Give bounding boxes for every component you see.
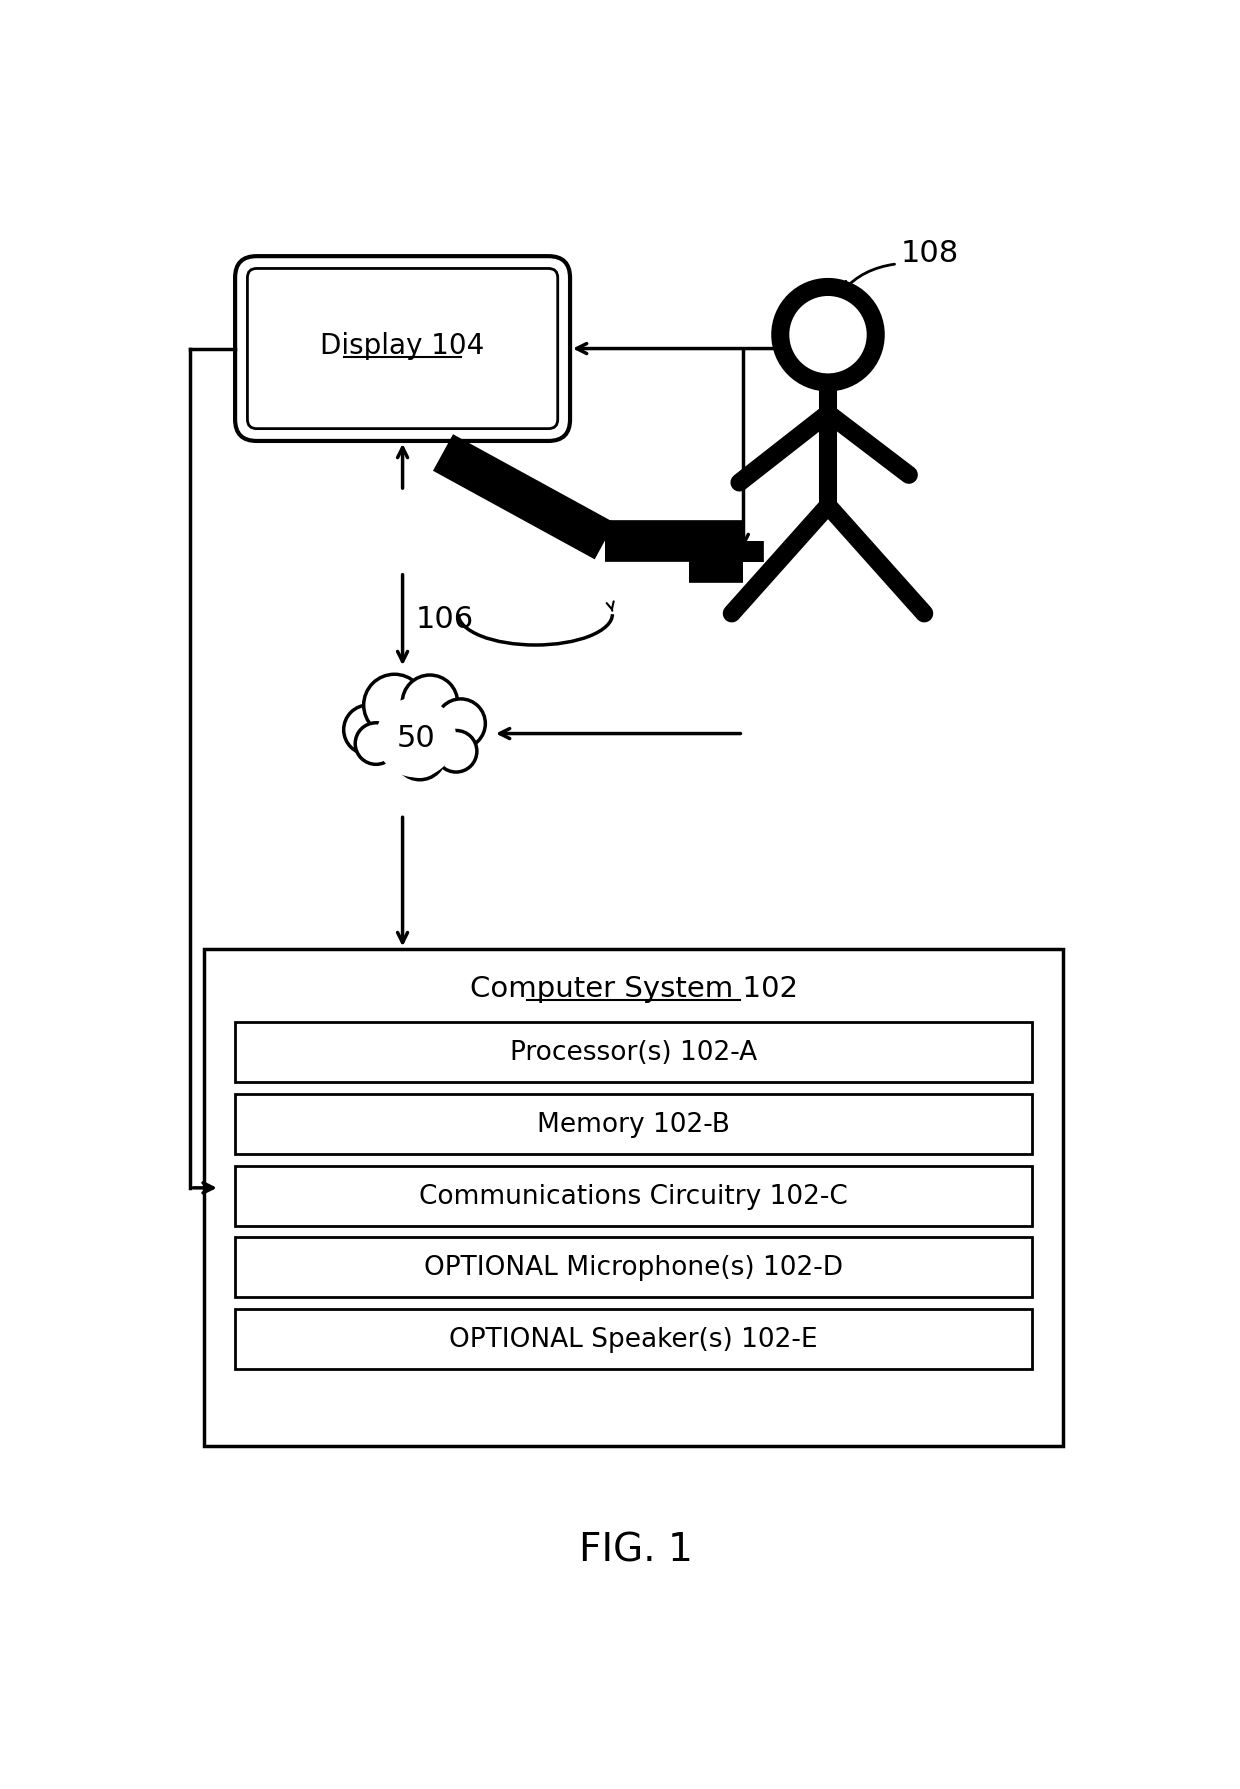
Text: Communications Circuitry 102-C: Communications Circuitry 102-C bbox=[419, 1183, 848, 1209]
Circle shape bbox=[355, 723, 397, 766]
FancyBboxPatch shape bbox=[248, 270, 558, 429]
Bar bbox=[236, 1023, 1032, 1082]
Text: FIG. 1: FIG. 1 bbox=[579, 1531, 692, 1569]
Text: 106: 106 bbox=[417, 605, 474, 633]
Text: 108: 108 bbox=[901, 238, 960, 268]
Circle shape bbox=[402, 676, 458, 732]
Circle shape bbox=[343, 705, 393, 755]
Bar bbox=[236, 1095, 1032, 1154]
Text: OPTIONAL Speaker(s) 102-E: OPTIONAL Speaker(s) 102-E bbox=[449, 1326, 818, 1352]
Circle shape bbox=[394, 730, 445, 780]
Circle shape bbox=[366, 689, 466, 787]
Circle shape bbox=[376, 698, 456, 778]
Circle shape bbox=[436, 699, 485, 750]
Bar bbox=[236, 1166, 1032, 1225]
Circle shape bbox=[780, 288, 875, 383]
Text: Display 104: Display 104 bbox=[320, 331, 485, 360]
Text: Memory 102-B: Memory 102-B bbox=[537, 1111, 730, 1138]
Circle shape bbox=[435, 732, 477, 773]
FancyBboxPatch shape bbox=[236, 258, 570, 442]
Text: Computer System 102: Computer System 102 bbox=[470, 973, 797, 1002]
Bar bbox=[236, 1310, 1032, 1369]
Text: OPTIONAL Microphone(s) 102-D: OPTIONAL Microphone(s) 102-D bbox=[424, 1254, 843, 1281]
Text: Processor(s) 102-A: Processor(s) 102-A bbox=[510, 1039, 758, 1066]
Bar bbox=[205, 950, 1063, 1446]
Bar bbox=[236, 1238, 1032, 1297]
Text: 50: 50 bbox=[397, 723, 435, 753]
Circle shape bbox=[363, 674, 425, 737]
